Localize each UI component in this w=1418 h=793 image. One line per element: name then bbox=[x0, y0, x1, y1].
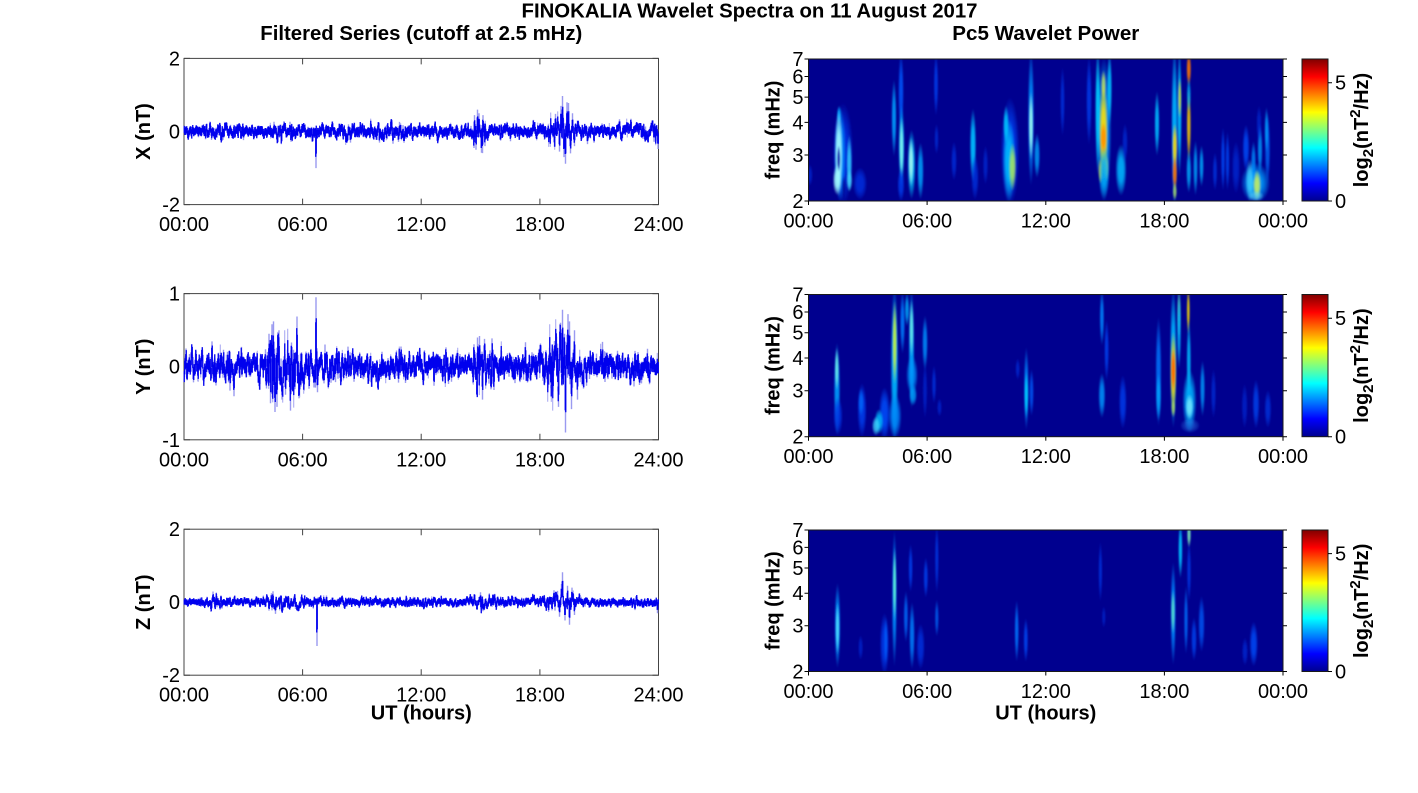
svg-text:5: 5 bbox=[1335, 308, 1346, 330]
svg-text:5: 5 bbox=[792, 558, 803, 580]
svg-text:00:00: 00:00 bbox=[159, 449, 209, 471]
svg-text:0: 0 bbox=[169, 357, 180, 379]
svg-text:Z (nT): Z (nT) bbox=[133, 574, 155, 630]
svg-text:UT (hours): UT (hours) bbox=[995, 703, 1096, 725]
svg-text:06:00: 06:00 bbox=[278, 685, 328, 707]
svg-text:freq (mHz): freq (mHz) bbox=[763, 81, 785, 180]
svg-text:00:00: 00:00 bbox=[783, 211, 833, 233]
svg-text:00:00: 00:00 bbox=[1258, 446, 1308, 468]
svg-text:7: 7 bbox=[792, 520, 803, 542]
svg-text:-2: -2 bbox=[162, 665, 180, 687]
svg-text:freq (mHz): freq (mHz) bbox=[763, 316, 785, 415]
svg-text:1: 1 bbox=[169, 284, 180, 306]
svg-text:12:00: 12:00 bbox=[1021, 681, 1071, 703]
svg-text:7: 7 bbox=[792, 49, 803, 71]
svg-text:00:00: 00:00 bbox=[1258, 211, 1308, 233]
svg-text:3: 3 bbox=[792, 145, 803, 167]
svg-text:3: 3 bbox=[792, 616, 803, 638]
svg-text:00:00: 00:00 bbox=[783, 681, 833, 703]
svg-text:06:00: 06:00 bbox=[902, 211, 952, 233]
svg-text:2: 2 bbox=[792, 191, 803, 213]
svg-text:UT (hours): UT (hours) bbox=[371, 703, 472, 725]
svg-text:0: 0 bbox=[1335, 662, 1346, 684]
svg-text:24:00: 24:00 bbox=[633, 685, 683, 707]
svg-text:6: 6 bbox=[792, 67, 803, 89]
svg-text:6: 6 bbox=[792, 537, 803, 559]
svg-text:Y (nT): Y (nT) bbox=[133, 339, 155, 395]
svg-text:18:00: 18:00 bbox=[515, 214, 565, 236]
svg-text:2: 2 bbox=[792, 427, 803, 449]
svg-text:6: 6 bbox=[792, 302, 803, 324]
svg-text:4: 4 bbox=[792, 583, 803, 605]
svg-text:4: 4 bbox=[792, 112, 803, 134]
svg-text:12:00: 12:00 bbox=[396, 685, 446, 707]
svg-text:Filtered Series (cutoff at 2.5: Filtered Series (cutoff at 2.5 mHz) bbox=[260, 23, 582, 45]
svg-text:log2(nT2/Hz): log2(nT2/Hz) bbox=[1347, 308, 1377, 422]
svg-text:-2: -2 bbox=[162, 195, 180, 217]
svg-text:18:00: 18:00 bbox=[515, 685, 565, 707]
svg-text:Pc5 Wavelet Power: Pc5 Wavelet Power bbox=[952, 23, 1139, 45]
svg-text:24:00: 24:00 bbox=[633, 214, 683, 236]
svg-text:00:00: 00:00 bbox=[783, 446, 833, 468]
svg-text:FINOKALIA Wavelet Spectra on 1: FINOKALIA Wavelet Spectra on 11 August 2… bbox=[522, 1, 978, 23]
svg-text:4: 4 bbox=[792, 348, 803, 370]
svg-text:2: 2 bbox=[169, 519, 180, 541]
svg-text:7: 7 bbox=[792, 285, 803, 307]
svg-text:18:00: 18:00 bbox=[1139, 681, 1189, 703]
svg-text:18:00: 18:00 bbox=[515, 449, 565, 471]
svg-text:2: 2 bbox=[169, 48, 180, 70]
svg-text:18:00: 18:00 bbox=[1139, 211, 1189, 233]
svg-text:0: 0 bbox=[169, 592, 180, 614]
svg-text:5: 5 bbox=[1335, 73, 1346, 95]
svg-text:log2(nT2/Hz): log2(nT2/Hz) bbox=[1347, 73, 1377, 187]
svg-text:12:00: 12:00 bbox=[396, 449, 446, 471]
svg-text:5: 5 bbox=[1335, 544, 1346, 566]
svg-text:06:00: 06:00 bbox=[902, 446, 952, 468]
svg-text:06:00: 06:00 bbox=[902, 681, 952, 703]
svg-text:0: 0 bbox=[1335, 191, 1346, 213]
svg-text:06:00: 06:00 bbox=[278, 214, 328, 236]
svg-text:5: 5 bbox=[792, 87, 803, 109]
svg-text:5: 5 bbox=[792, 323, 803, 345]
svg-text:X (nT): X (nT) bbox=[133, 103, 155, 160]
svg-text:2: 2 bbox=[792, 662, 803, 684]
svg-text:0: 0 bbox=[1335, 427, 1346, 449]
svg-text:12:00: 12:00 bbox=[396, 214, 446, 236]
svg-text:00:00: 00:00 bbox=[1258, 681, 1308, 703]
svg-text:freq (mHz): freq (mHz) bbox=[763, 551, 785, 650]
svg-text:-1: -1 bbox=[162, 430, 180, 452]
svg-text:0: 0 bbox=[169, 122, 180, 144]
svg-text:00:00: 00:00 bbox=[159, 214, 209, 236]
svg-text:06:00: 06:00 bbox=[278, 449, 328, 471]
svg-text:18:00: 18:00 bbox=[1139, 446, 1189, 468]
svg-text:24:00: 24:00 bbox=[633, 449, 683, 471]
svg-text:00:00: 00:00 bbox=[159, 685, 209, 707]
svg-text:log2(nT2/Hz): log2(nT2/Hz) bbox=[1347, 544, 1377, 658]
svg-text:12:00: 12:00 bbox=[1021, 446, 1071, 468]
svg-text:12:00: 12:00 bbox=[1021, 211, 1071, 233]
svg-text:3: 3 bbox=[792, 381, 803, 403]
